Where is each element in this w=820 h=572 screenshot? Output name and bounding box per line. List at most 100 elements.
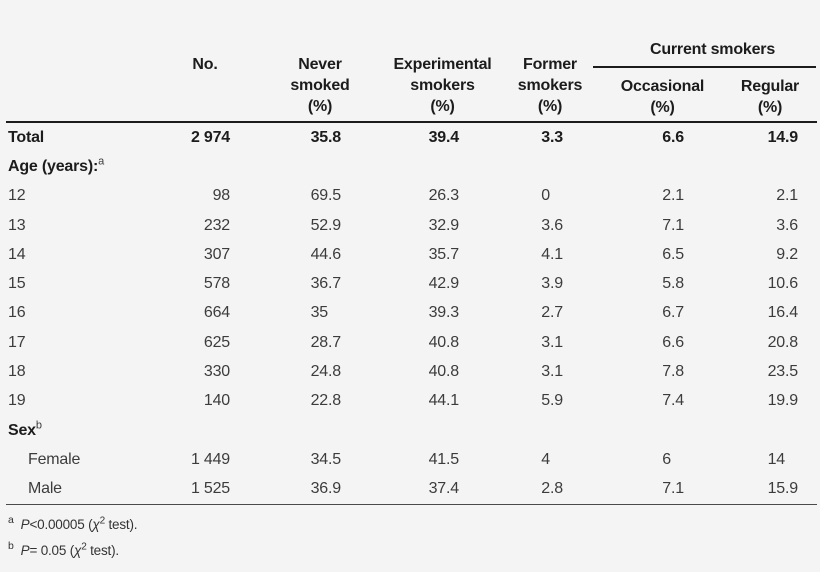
row-label: 14	[8, 245, 26, 263]
cell-value: 578	[203, 275, 230, 293]
cell-value: 34.5	[310, 450, 342, 468]
row-label: 19	[8, 392, 26, 410]
cell-value: 3.1	[541, 363, 563, 381]
table-row-female: Female 1 449 34.5 41.5 4 6 14	[0, 445, 820, 474]
table-row-12: 12 98 69.5 26.3 0 2.1 2.1	[0, 182, 820, 211]
current-smokers-group: Current smokers Occasional (%) Regular (…	[593, 0, 820, 121]
cell-value: 52.9	[310, 216, 342, 234]
col-header-former-smokers: Former smokers (%)	[517, 56, 583, 115]
cell-value: 42.9	[428, 275, 460, 293]
cell-value: 15.9	[767, 480, 799, 498]
current-smokers-underline	[593, 66, 816, 68]
cell-value: 6.6	[662, 128, 684, 146]
current-smokers-subheaders: Occasional (%) Regular (%)	[605, 76, 820, 118]
footnote-text: χ	[74, 542, 82, 558]
cell-value: 7.1	[662, 216, 684, 234]
cell-value: 40.8	[428, 363, 460, 381]
cell-value: 3.1	[541, 333, 563, 351]
cell-value: 1 525	[190, 480, 230, 498]
footnote-b: b P= 0.05 (χ2 test).	[8, 538, 820, 564]
cell-value: 44.1	[428, 392, 460, 410]
footnotes: a P<0.00005 (χ2 test). b P= 0.05 (χ2 test).	[0, 505, 820, 564]
cell-value: 6.7	[662, 304, 684, 322]
table-row-age-years: Age (years):a	[0, 152, 820, 181]
table-row-17: 17 625 28.7 40.8 3.1 6.6 20.8	[0, 328, 820, 357]
cell-value: 19.9	[767, 392, 799, 410]
cell-value: 37.4	[428, 480, 460, 498]
cell-value: 35.7	[428, 245, 460, 263]
footnote-text: test).	[86, 542, 119, 558]
cell-value: 36.7	[310, 275, 342, 293]
cell-value: 24.8	[310, 363, 342, 381]
cell-value: 36.9	[310, 480, 342, 498]
footnote-marker-ref: b	[35, 419, 42, 432]
footnote-text: <0.00005 (	[29, 516, 93, 532]
cell-value: 22.8	[310, 392, 342, 410]
footnote-a: a P<0.00005 (χ2 test).	[8, 512, 820, 538]
cell-value: 1 449	[190, 450, 230, 468]
cell-value: 7.4	[662, 392, 684, 410]
footnote-text: P	[20, 516, 30, 532]
row-label: Sexb	[8, 419, 42, 439]
cell-value: 28.7	[310, 333, 342, 351]
cell-value: 307	[203, 245, 230, 263]
cell-value: 2.7	[541, 304, 563, 322]
table-body: Total 2 974 35.8 39.4 3.3 6.6 14.9 Age (years):…	[0, 123, 820, 504]
cell-value: 35	[310, 304, 329, 322]
footnote-rule	[6, 503, 817, 505]
cell-value: 10.6	[767, 275, 799, 293]
cell-value: 5.9	[541, 392, 563, 410]
cell-value: 39.3	[428, 304, 460, 322]
cell-value: 664	[203, 304, 230, 322]
footnote-text: P	[20, 542, 30, 558]
table-row-sex: Sexb	[0, 416, 820, 445]
table-header: No. Never smoked (%) Experimental smoker…	[0, 0, 820, 121]
row-label: Male	[28, 480, 62, 498]
cell-value: 44.6	[310, 245, 342, 263]
footnote-text: 2	[99, 515, 106, 527]
cell-value: 26.3	[428, 187, 460, 205]
cell-value: 16.4	[767, 304, 799, 322]
cell-value: 2 974	[190, 128, 230, 146]
table-row-14: 14 307 44.6 35.7 4.1 6.5 9.2	[0, 240, 820, 269]
row-label: 15	[8, 275, 26, 293]
col-header-occasional: Occasional (%)	[620, 78, 705, 116]
table-row-total: Total 2 974 35.8 39.4 3.3 6.6 14.9	[0, 123, 820, 152]
footnote-marker: a	[8, 514, 14, 527]
cell-value: 20.8	[767, 333, 799, 351]
row-label: 18	[8, 363, 26, 381]
cell-value: 2.1	[776, 187, 798, 205]
row-label: Female	[28, 450, 81, 468]
table-row-18: 18 330 24.8 40.8 3.1 7.8 23.5	[0, 357, 820, 386]
row-label: 17	[8, 333, 26, 351]
col-group-header-current-smokers: Current smokers	[649, 41, 776, 58]
table-row-15: 15 578 36.7 42.9 3.9 5.8 10.6	[0, 269, 820, 298]
cell-value: 3.6	[776, 216, 798, 234]
col-header-never-smoked: Never smoked (%)	[290, 56, 350, 115]
cell-value: 625	[203, 333, 230, 351]
cell-value: 0	[541, 187, 550, 205]
cell-value: 69.5	[310, 187, 342, 205]
cell-value: 330	[203, 363, 230, 381]
footnote-marker: b	[8, 540, 14, 553]
row-label: Total	[8, 128, 45, 146]
table-row-19: 19 140 22.8 44.1 5.9 7.4 19.9	[0, 387, 820, 416]
cell-value: 32.9	[428, 216, 460, 234]
cell-value: 35.8	[310, 128, 342, 146]
row-label: 16	[8, 304, 26, 322]
cell-value: 232	[203, 216, 230, 234]
cell-value: 14	[767, 450, 786, 468]
footnote-marker-ref: a	[98, 155, 104, 168]
header-rule	[6, 121, 817, 123]
cell-value: 39.4	[428, 128, 460, 146]
row-label: 12	[8, 187, 26, 205]
cell-value: 6.6	[662, 333, 684, 351]
table-row-male: Male 1 525 36.9 37.4 2.8 7.1 15.9	[0, 475, 820, 504]
cell-value: 40.8	[428, 333, 460, 351]
cell-value: 2.1	[662, 187, 684, 205]
cell-value: 140	[203, 392, 230, 410]
cell-value: 41.5	[428, 450, 460, 468]
cell-value: 3.9	[541, 275, 563, 293]
cell-value: 4.1	[541, 245, 563, 263]
